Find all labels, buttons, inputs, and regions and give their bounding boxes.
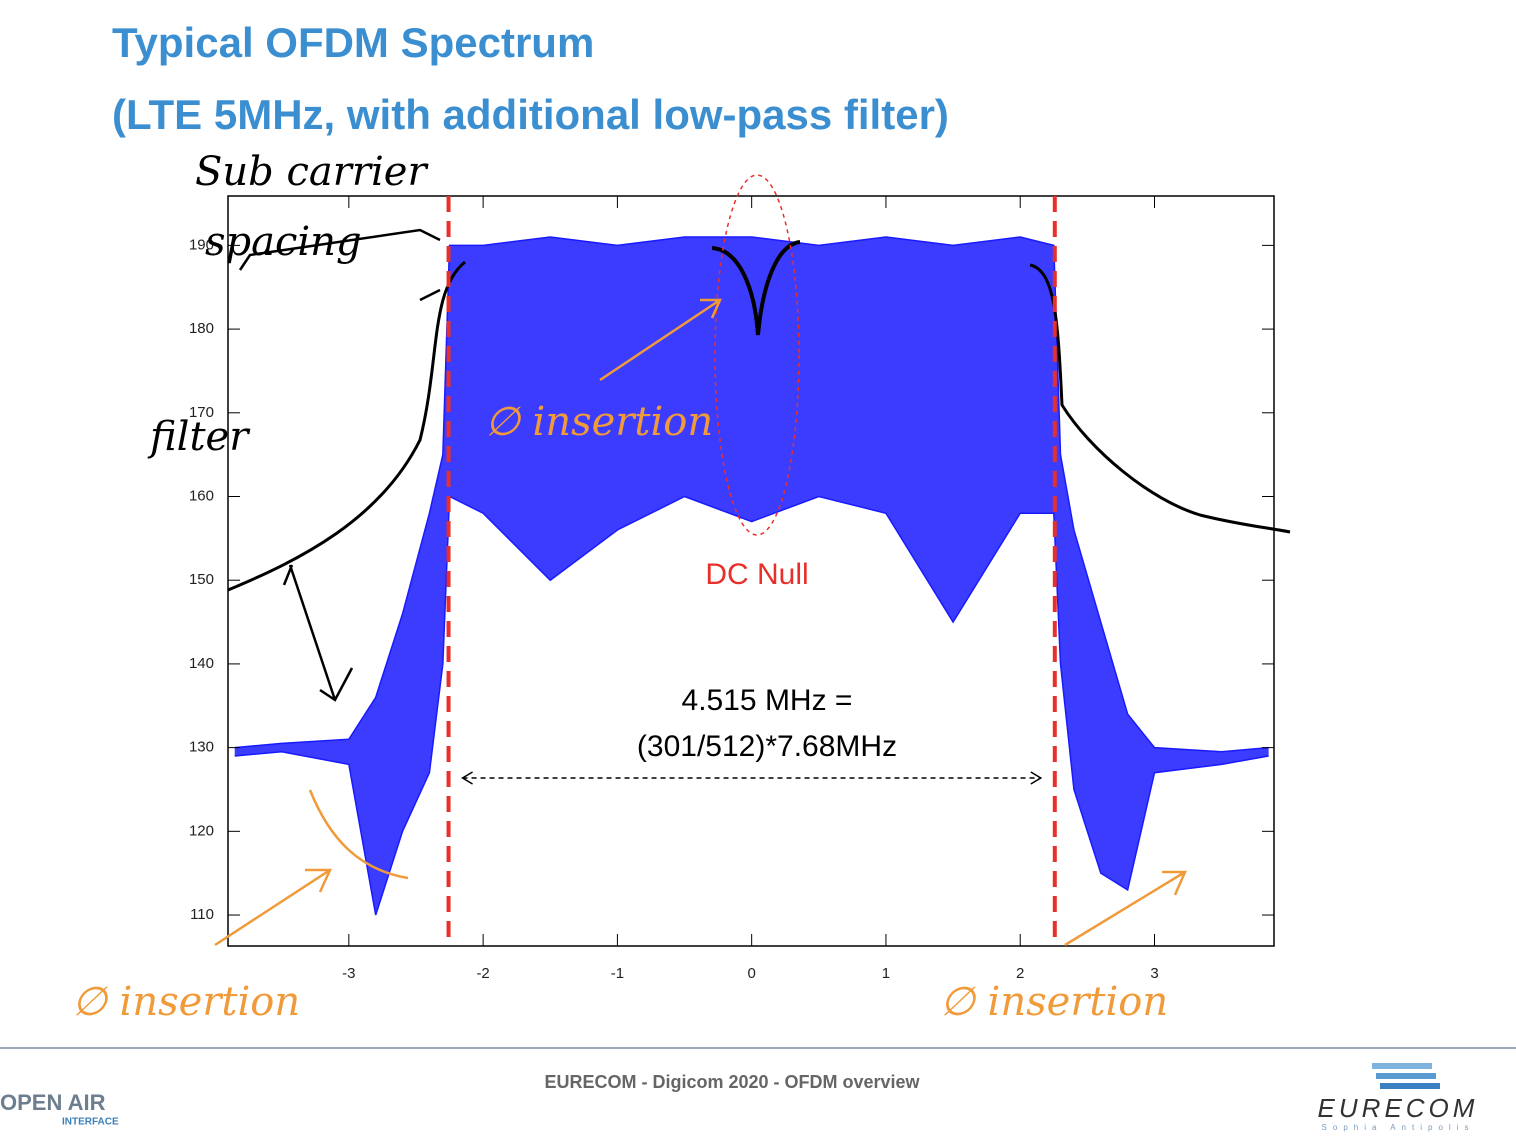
ink-arrow	[1064, 870, 1187, 947]
logo-left: OPEN AIR	[0, 1090, 106, 1115]
logo-bar	[1380, 1083, 1440, 1089]
slide-title: (LTE 5MHz, with additional low-pass filt…	[112, 91, 949, 138]
y-tick-label: 150	[189, 571, 214, 588]
x-tick-label: -1	[611, 965, 624, 982]
x-tick-label: 0	[747, 965, 755, 982]
ink-arrow	[214, 789, 409, 947]
plot-frame	[227, 195, 1275, 947]
spectrum-line	[234, 495, 1269, 916]
ink-arrow	[282, 564, 354, 702]
handwriting: filter	[147, 414, 251, 460]
ink-arrow	[238, 228, 441, 302]
annotation: 4.515 MHz =	[682, 684, 853, 717]
y-tick-label: 130	[189, 739, 214, 756]
x-tick-label: 2	[1016, 965, 1024, 982]
handwriting: ∅ insertion	[485, 399, 713, 445]
y-tick-label: 170	[189, 404, 214, 421]
logo-bar	[1372, 1063, 1432, 1069]
logo-right: EURECOM	[1318, 1093, 1479, 1123]
handwriting: ∅ insertion	[72, 979, 300, 1025]
logo-right: Sophia Antipolis	[1322, 1123, 1475, 1132]
dc-ellipse	[714, 174, 800, 536]
ink-curve	[227, 260, 466, 592]
y-tick-label: 180	[189, 320, 214, 337]
x-tick-label: -2	[476, 965, 489, 982]
annotation: (301/512)*7.68MHz	[637, 730, 897, 763]
slide-title: Typical OFDM Spectrum	[112, 19, 594, 66]
y-tick-label: 140	[189, 655, 214, 672]
x-tick-label: -3	[342, 965, 355, 982]
ink-curve	[1029, 263, 1291, 534]
spectrum-area	[234, 237, 1269, 916]
handwriting: ∅ insertion	[940, 979, 1168, 1025]
y-tick-label: 110	[190, 906, 214, 923]
y-tick-label: 120	[189, 822, 214, 839]
y-tick-label: 190	[189, 236, 214, 253]
ink-arrow	[599, 298, 722, 382]
annotation: DC Null	[705, 558, 808, 591]
y-tick-label: 160	[189, 487, 214, 504]
logo-left: INTERFACE	[62, 1117, 119, 1128]
ink-curve	[711, 240, 801, 336]
plot	[234, 236, 1269, 916]
x-tick-label: 3	[1150, 965, 1158, 982]
footer-text: EURECOM - Digicom 2020 - OFDM overview	[544, 1072, 920, 1092]
logo-bar	[1376, 1073, 1436, 1079]
x-tick-label: 1	[882, 965, 890, 982]
handwriting: Sub carrier	[195, 149, 429, 195]
span-arrow	[461, 771, 1043, 785]
handwriting: spacing	[205, 219, 362, 265]
spectrum-line	[234, 236, 1269, 753]
